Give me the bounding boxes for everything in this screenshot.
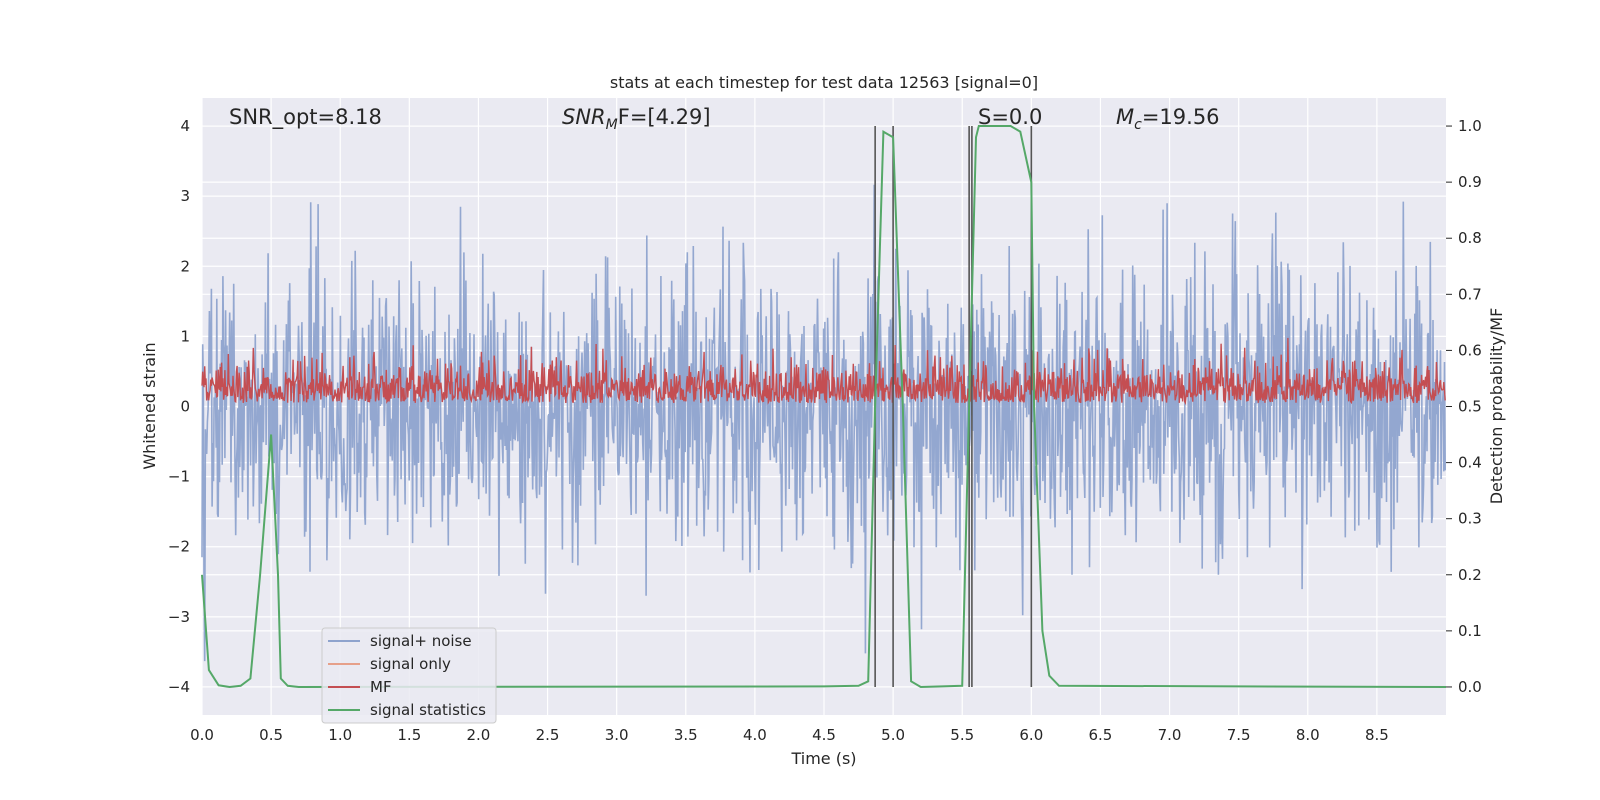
x-tick-label: 0.0 xyxy=(190,726,214,744)
legend: signal+ noise signal only MF signal stat… xyxy=(321,627,497,724)
annotation-snr-mf-base: SNR xyxy=(562,105,606,129)
y-right-tick-label: 0.9 xyxy=(1458,173,1482,191)
signal-statistics-line xyxy=(201,125,1447,689)
x-tick-label: 7.0 xyxy=(1158,726,1182,744)
y-left-tick-label: 1 xyxy=(180,327,190,345)
annotation-mc-base: M xyxy=(1116,105,1134,129)
y-right-tick-label: 1.0 xyxy=(1458,117,1482,135)
y-left-tick-labels: −4 −3 −2 −1 0 1 2 3 4 xyxy=(168,117,190,696)
x-tick-label: 2.0 xyxy=(467,726,491,744)
legend-box xyxy=(321,627,497,724)
y-left-tick-label: −3 xyxy=(168,608,190,626)
x-tick-label: 7.5 xyxy=(1227,726,1251,744)
annotation-s: S=0.0 xyxy=(978,105,1042,129)
x-tick-label: 3.0 xyxy=(605,726,629,744)
y-right-tick-label: 0.6 xyxy=(1458,341,1482,359)
x-tick-label: 2.5 xyxy=(536,726,560,744)
annotation-snr-mf-sub: M xyxy=(606,117,618,133)
y-right-tick-label: 0.8 xyxy=(1458,229,1482,247)
annotation-mc-rest: =19.56 xyxy=(1142,105,1220,129)
x-tick-label: 6.5 xyxy=(1089,726,1113,744)
plot-area xyxy=(201,125,1447,689)
annotation-snr-mf-rest: F=[4.29] xyxy=(618,105,711,129)
y-right-tick-label: 0.0 xyxy=(1458,678,1482,696)
x-tick-label: 5.5 xyxy=(950,726,974,744)
signal-plus-noise-line xyxy=(201,184,1446,662)
x-tick-label: 0.5 xyxy=(259,726,283,744)
signal-statistics-series xyxy=(201,125,1447,689)
y-left-tick-label: 0 xyxy=(180,398,190,416)
x-tick-labels: 0.0 0.5 1.0 1.5 2.0 2.5 3.0 3.5 4.0 4.5 5.0 5.5 6.0 6… xyxy=(190,726,1389,744)
x-axis-label: Time (s) xyxy=(790,749,856,768)
y-right-tick-label: 0.5 xyxy=(1458,398,1482,416)
x-tick-label: 4.5 xyxy=(812,726,836,744)
y-right-axis-label: Detection probability/MF xyxy=(1487,308,1506,505)
chart-title: stats at each timestep for test data 125… xyxy=(610,73,1038,92)
y-left-tick-label: −4 xyxy=(168,678,190,696)
y-left-axis-label: Whitened strain xyxy=(140,342,159,469)
mf-line xyxy=(201,337,1446,406)
legend-label-signal-noise: signal+ noise xyxy=(370,632,472,650)
y-right-tick-label: 0.2 xyxy=(1458,566,1482,584)
y-left-tick-label: 3 xyxy=(180,187,190,205)
legend-label-signal-only: signal only xyxy=(370,655,451,673)
x-tick-label: 5.0 xyxy=(881,726,905,744)
y-right-tick-label: 0.7 xyxy=(1458,285,1482,303)
x-tick-label: 8.0 xyxy=(1296,726,1320,744)
x-tick-label: 8.5 xyxy=(1365,726,1389,744)
signal-plus-noise-series xyxy=(201,184,1446,662)
y-left-tick-label: 4 xyxy=(180,117,190,135)
y-left-tick-label: 2 xyxy=(180,257,190,275)
annotation-mc-sub: c xyxy=(1134,117,1142,133)
x-tick-label: 4.0 xyxy=(743,726,767,744)
y-right-tick-label: 0.4 xyxy=(1458,454,1482,472)
x-tick-label: 1.0 xyxy=(328,726,352,744)
annotation-snr-mf: SNRMF=[4.29] xyxy=(562,105,711,133)
legend-label-mf: MF xyxy=(370,678,392,696)
mf-series xyxy=(201,337,1446,406)
legend-label-signal-statistics: signal statistics xyxy=(370,701,486,719)
y-left-tick-label: −2 xyxy=(168,538,190,556)
x-tick-label: 1.5 xyxy=(397,726,421,744)
y-right-tick-labels: 0.0 0.1 0.2 0.3 0.4 0.5 0.6 0.7 0.8 0.9 1.0 xyxy=(1446,117,1482,696)
y-right-tick-label: 0.3 xyxy=(1458,510,1482,528)
x-tick-label: 3.5 xyxy=(674,726,698,744)
x-tick-label: 6.0 xyxy=(1019,726,1043,744)
y-right-tick-label: 0.1 xyxy=(1458,622,1482,640)
annotation-mc: Mc=19.56 xyxy=(1116,105,1220,133)
annotation-snr-opt: SNR_opt=8.18 xyxy=(229,105,382,130)
y-left-tick-label: −1 xyxy=(168,468,190,486)
